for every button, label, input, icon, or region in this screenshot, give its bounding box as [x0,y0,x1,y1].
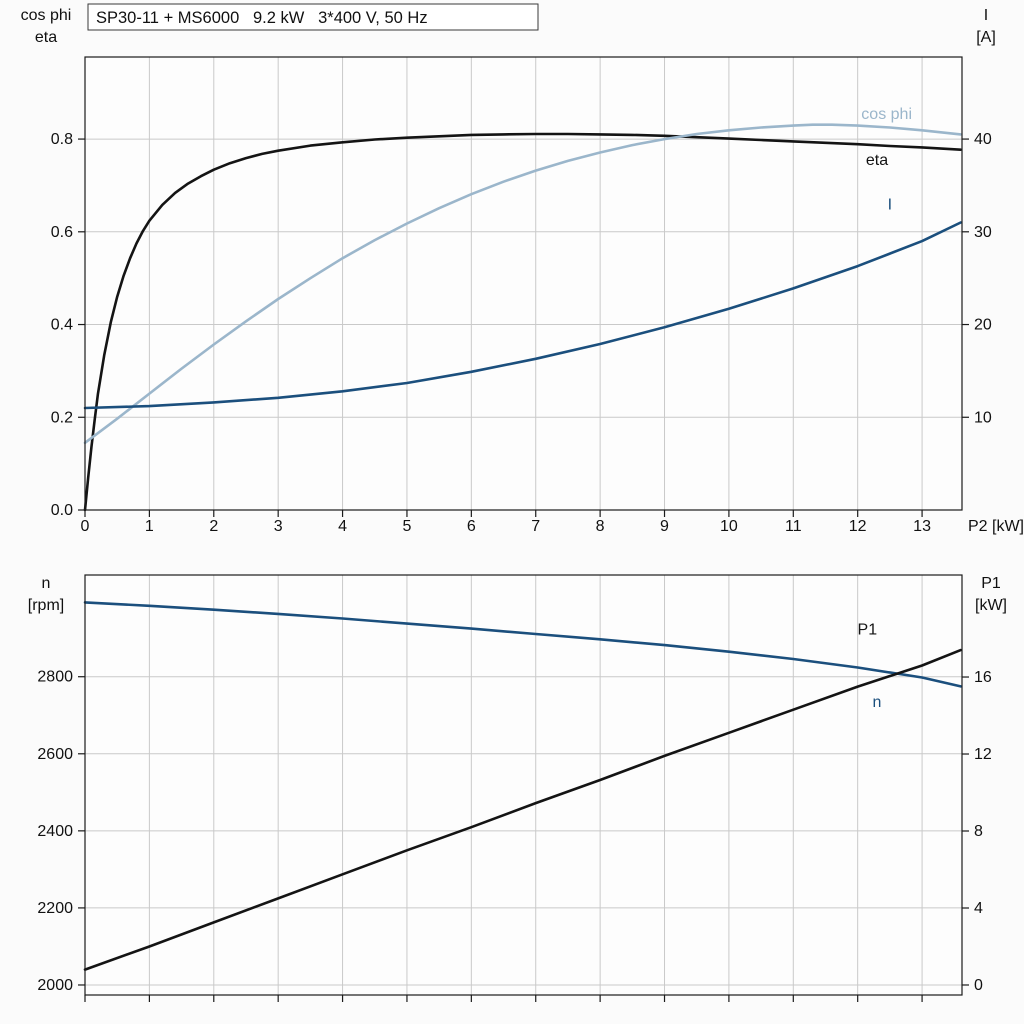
left-tick-label: 2200 [37,900,73,917]
left-tick-label: 0.8 [51,131,73,148]
right-axis-title: P1 [981,575,1001,592]
plot-border [84,56,963,511]
x-axis-label: P2 [kW] [968,518,1024,535]
right-tick-label: 12 [974,746,992,763]
x-tick-label: 12 [849,518,867,535]
series-P1 [83,648,962,971]
left-tick-label: 2400 [37,823,73,840]
right-tick-label: 16 [974,669,992,686]
right-axis-title: I [984,7,988,24]
x-tick-label: 13 [913,518,931,535]
plot-area [85,57,962,510]
right-tick-label: 10 [974,409,992,426]
left-axis-title: n [42,575,51,592]
left-axis-title: cos phi [21,7,72,24]
left-tick-label: 2000 [37,977,73,994]
x-tick-label: 11 [785,518,802,535]
series-label-eta: eta [866,152,888,169]
left-tick-label: 0.2 [51,409,73,426]
series-label-P1: P1 [858,622,878,639]
series-n [83,601,962,688]
series-label-I: I [888,197,892,214]
series-label-cos-phi: cos phi [861,106,912,123]
x-tick-label: 3 [274,518,283,535]
x-tick-label: 8 [596,518,605,535]
x-tick-label: 10 [720,518,738,535]
left-tick-label: 0.0 [51,502,73,519]
right-axis-title: [kW] [975,597,1007,614]
x-tick-label: 2 [209,518,218,535]
x-tick-label: 4 [338,518,347,535]
x-tick-label: 0 [81,518,90,535]
left-axis-title: eta [35,29,57,46]
x-tick-label: 5 [402,518,411,535]
series-I [83,221,962,410]
left-axis-title: [rpm] [28,597,64,614]
series-cos-phi [83,123,962,445]
right-tick-label: 0 [974,977,983,994]
x-tick-label: 7 [531,518,540,535]
right-tick-label: 20 [974,317,992,334]
right-tick-label: 8 [974,823,983,840]
left-tick-label: 2800 [37,669,73,686]
x-tick-label: 6 [467,518,476,535]
chart-1: 0 1 2 3 4 5 6 7 8 9 10 11 12 130.00.20.40.60.81020304… [21,3,1024,535]
right-tick-label: 40 [974,131,992,148]
plot-area [85,575,962,995]
right-tick-label: 30 [974,224,992,241]
x-tick-label: 9 [660,518,669,535]
left-tick-label: 0.6 [51,224,73,241]
chart-title-box [87,3,539,31]
x-tick-label: 1 [145,518,154,535]
chart-2: 2000 2200 2400 2600 2800 0 4 8 12 16 n [rpm] P1 [kW] n… [28,574,1007,1002]
series-label-n: n [873,694,882,711]
right-tick-label: 4 [974,900,983,917]
left-tick-label: 0.4 [51,317,73,334]
series-eta [83,132,962,512]
right-axis-title: [A] [976,29,996,46]
plot-border [84,574,963,996]
left-tick-label: 2600 [37,746,73,763]
chart-title: SP30-11 + MS6000 9.2 kW 3*400 V, 50 Hz [96,9,428,27]
